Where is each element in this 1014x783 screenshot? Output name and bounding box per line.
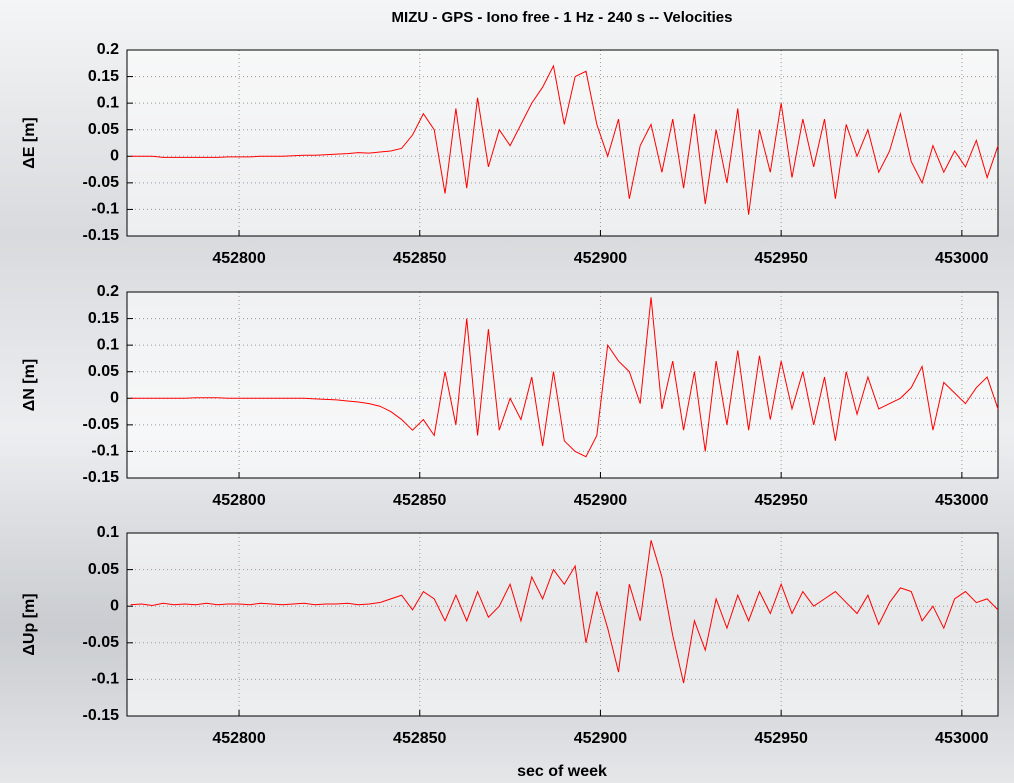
y-tick-label: 0.15 [88,310,119,327]
y-tick-label: -0.15 [83,469,120,486]
y-tick-label: 0 [110,597,119,614]
x-tick-label: 452950 [754,730,807,747]
y-axis-label: ΔN [m] [21,359,38,411]
y-axis-label: ΔE [m] [21,117,38,169]
x-tick-label: 453000 [935,250,988,267]
y-tick-label: -0.15 [83,227,120,244]
y-tick-label: -0.1 [91,671,119,688]
y-tick-label: 0.1 [97,524,119,541]
y-tick-label: 0 [110,148,119,165]
data-line [130,64,999,215]
plot-frame [126,532,999,717]
y-tick-label: -0.05 [83,174,120,191]
x-tick-label: 452850 [393,730,446,747]
y-tick-label: -0.05 [83,634,120,651]
y-tick-label: -0.1 [91,443,119,460]
x-tick-label: 452900 [574,250,627,267]
y-tick-label: 0.05 [88,121,119,138]
x-tick-label: 452900 [574,730,627,747]
x-tick-label: 452800 [212,492,265,509]
plot-area [127,50,998,236]
plot-area [127,533,998,716]
x-tick-label: 452800 [212,250,265,267]
x-tick-label: 452950 [754,250,807,267]
chart-title: MIZU - GPS - Iono free - 1 Hz - 240 s --… [392,9,733,26]
data-line [130,297,999,458]
plot-frame [126,49,999,237]
data-line [130,540,999,684]
y-tick-label: -0.05 [83,416,120,433]
plot-area [127,292,998,478]
y-tick-label: -0.15 [83,707,120,724]
y-tick-label: 0.05 [88,363,119,380]
plot-frame [126,291,999,479]
y-tick-label: 0.2 [97,283,119,300]
y-tick-label: 0.15 [88,68,119,85]
x-tick-label: 452800 [212,730,265,747]
x-tick-label: 453000 [935,492,988,509]
x-tick-label: 453000 [935,730,988,747]
x-tick-label: 452850 [393,492,446,509]
y-axis-label: ΔUp [m] [21,593,38,655]
x-tick-label: 452900 [574,492,627,509]
y-tick-label: 0.2 [97,41,119,58]
x-tick-label: 452850 [393,250,446,267]
y-tick-label: 0.1 [97,94,119,111]
x-tick-label: 452950 [754,492,807,509]
y-tick-label: 0 [110,390,119,407]
y-tick-label: 0.1 [97,336,119,353]
y-tick-label: 0.05 [88,561,119,578]
y-tick-label: -0.1 [91,201,119,218]
x-axis-label: sec of week [517,763,607,780]
